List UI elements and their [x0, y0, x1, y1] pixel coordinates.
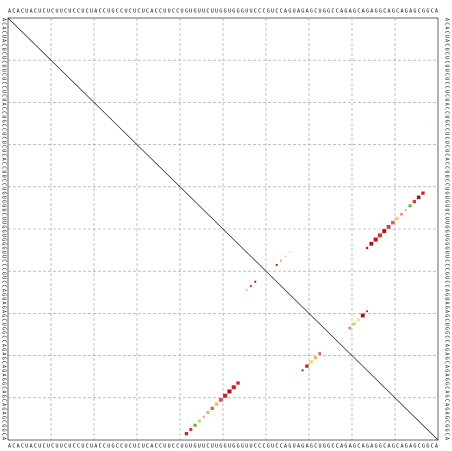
pair-dot — [366, 310, 369, 313]
pair-dot — [236, 381, 240, 385]
sequence-top: ACACUACUCUCUUCUCCUCUACCUGCCUCUCUCACCUUCC… — [8, 9, 438, 15]
pair-dot — [421, 191, 425, 195]
sequence-left: ACACUACUCUCUUCUCCUCUACCUGCCUCUCUCACCUUCC… — [1, 18, 7, 440]
pair-dot — [357, 318, 360, 322]
pair-dot — [408, 204, 412, 208]
pair-dot — [197, 419, 201, 423]
pair-dot — [184, 432, 189, 436]
pair-dot — [395, 216, 399, 221]
pair-dot — [365, 246, 369, 250]
pair-dot — [301, 369, 304, 372]
pair-dot — [206, 411, 210, 415]
pair-dot — [210, 406, 214, 410]
pair-dot — [254, 280, 257, 283]
pair-dot — [416, 195, 421, 200]
pair-dot — [193, 423, 197, 427]
diagonal — [7, 17, 439, 441]
pair-dot — [231, 385, 236, 390]
pair-dot — [189, 427, 193, 431]
sequence-bottom: ACACUACUCUCUUCUCCUCUACCUGCCUCUCUCACCUUCC… — [8, 444, 438, 450]
pair-dot — [218, 398, 223, 402]
pair-dot — [404, 209, 407, 211]
pair-dot — [360, 313, 365, 318]
pair-dot — [352, 322, 356, 326]
pair-dot — [382, 229, 387, 234]
pair-dot — [202, 415, 205, 418]
pair-dot — [280, 259, 283, 262]
pair-dot — [373, 237, 378, 242]
pair-dot — [223, 393, 228, 398]
pair-dot — [412, 199, 417, 204]
pair-dot — [305, 364, 309, 368]
pair-dot — [348, 326, 352, 330]
pair-dot — [391, 220, 395, 225]
pair-dot — [345, 331, 347, 333]
pair-dot — [318, 352, 322, 355]
pair-dot — [313, 356, 317, 360]
pair-dot — [245, 289, 248, 292]
pair-dot — [289, 251, 291, 253]
pair-dot — [227, 389, 232, 394]
pair-dot — [249, 285, 252, 287]
pair-dot — [309, 360, 313, 364]
pair-dot — [400, 212, 403, 216]
pair-dot — [386, 225, 391, 229]
pair-dot — [377, 233, 382, 238]
pair-dot — [426, 125, 428, 126]
pair-dot — [369, 241, 374, 246]
pair-dot — [275, 263, 278, 266]
sequence-right: ACACUACUCUCUUCUCCUCUACCUGCCUCUCUCACCUUCC… — [444, 18, 450, 440]
pair-dot — [284, 255, 287, 258]
pair-dot — [214, 402, 219, 406]
